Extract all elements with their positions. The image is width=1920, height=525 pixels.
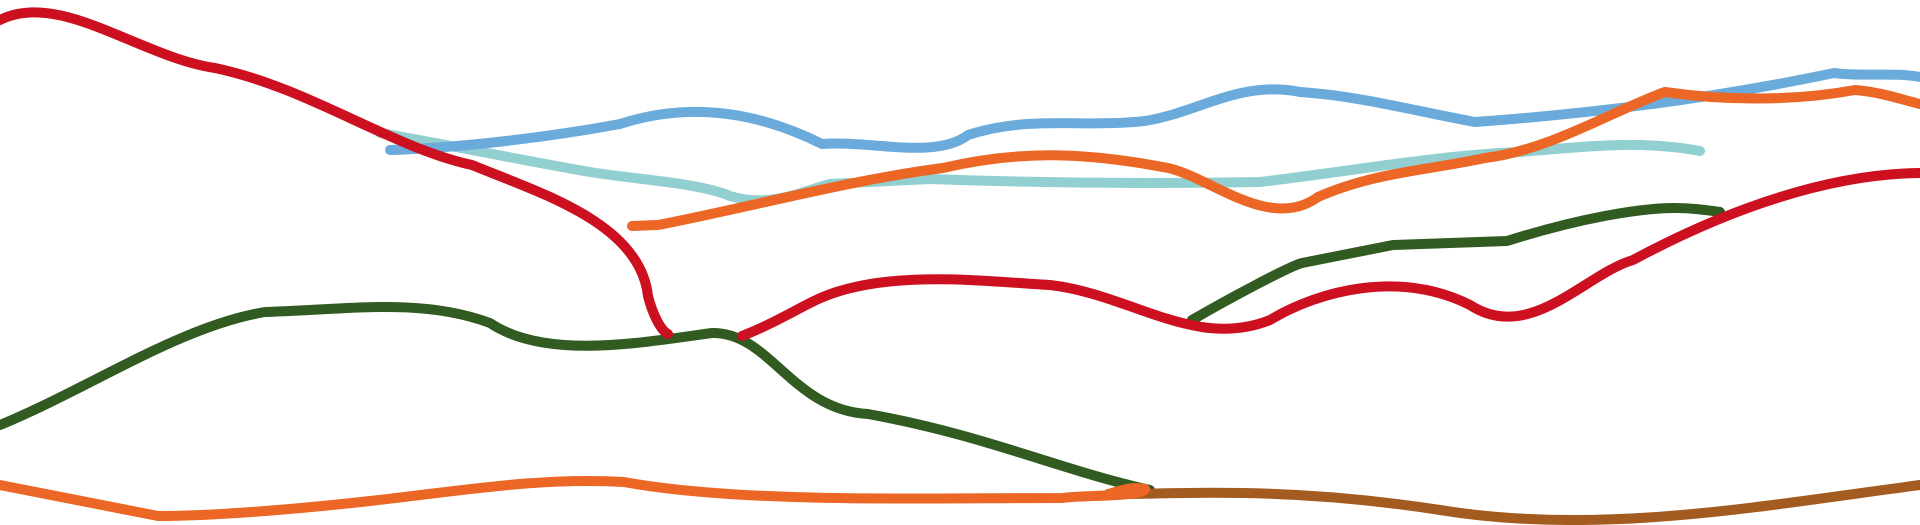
green-lower-curve — [0, 302, 1155, 495]
red-top-curve — [0, 7, 673, 339]
orange-lower-curve — [0, 475, 1150, 521]
green-upper-curve — [1187, 203, 1725, 325]
blue-curve — [385, 68, 1920, 155]
teal-curve — [375, 128, 1705, 206]
brown-curve — [1125, 480, 1920, 525]
orange-upper-curve — [627, 85, 1920, 231]
red-middle-curve — [737, 168, 1920, 341]
